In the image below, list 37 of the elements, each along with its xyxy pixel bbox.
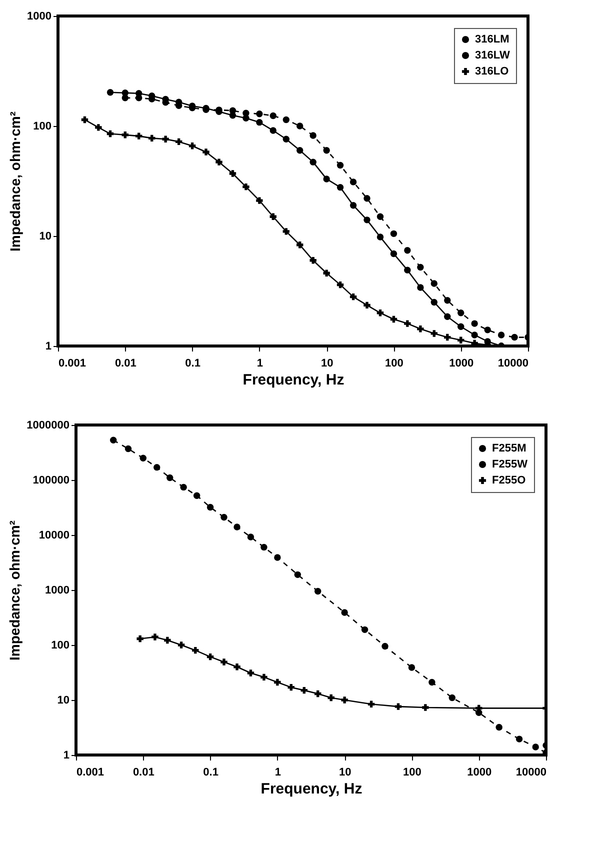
x-tick-label: 0.01 (132, 766, 154, 778)
x-tick-label: 1 (274, 766, 281, 778)
x-tick-label: 100 (403, 766, 422, 778)
legend-label: F255W (492, 458, 528, 470)
y-tick-label: 100000 (32, 474, 70, 486)
x-tick-label: 100 (385, 358, 404, 370)
legend-label: 316LO (475, 66, 510, 78)
x-tick-label: 0.1 (185, 358, 200, 370)
y-tick-label: 100 (33, 120, 52, 132)
x-axis-title: Frequency, Hz (242, 372, 344, 388)
y-tick-label: 1 (63, 750, 70, 762)
x-tick-label: 10 (338, 766, 352, 778)
y-axis-title: Impedance, ohm·cm² (7, 111, 24, 252)
y-axis-title: Impedance, ohm·cm² (6, 520, 23, 661)
y-tick-label: 1000000 (26, 420, 70, 432)
x-tick-label: 0.001 (58, 358, 86, 370)
legend-label: F255M (492, 442, 526, 454)
x-tick-label: 10000 (498, 358, 528, 370)
y-tick-label: 100 (51, 640, 70, 652)
x-tick-label: 1000 (467, 766, 492, 778)
y-tick-label: 1000 (45, 584, 70, 596)
y-tick-label: 1 (45, 340, 52, 352)
x-tick-label: 0.1 (203, 766, 218, 778)
x-tick-label: 10 (320, 358, 334, 370)
x-tick-label: 0.01 (114, 358, 136, 370)
legend-label: F255O (492, 474, 526, 486)
x-tick-label: 10000 (516, 766, 546, 778)
x-tick-label: 1 (256, 358, 263, 370)
y-tick-label: 1000 (27, 10, 52, 22)
x-tick-label: 0.001 (76, 766, 104, 778)
y-tick-label: 10 (39, 230, 52, 242)
legend-label: 316LW (475, 50, 510, 62)
x-tick-label: 1000 (449, 358, 474, 370)
y-tick-label: 10 (57, 694, 70, 706)
x-axis-title: Frequency, Hz (260, 780, 362, 798)
y-tick-label: 10000 (38, 530, 70, 542)
legend-label: 316LM (475, 34, 510, 46)
